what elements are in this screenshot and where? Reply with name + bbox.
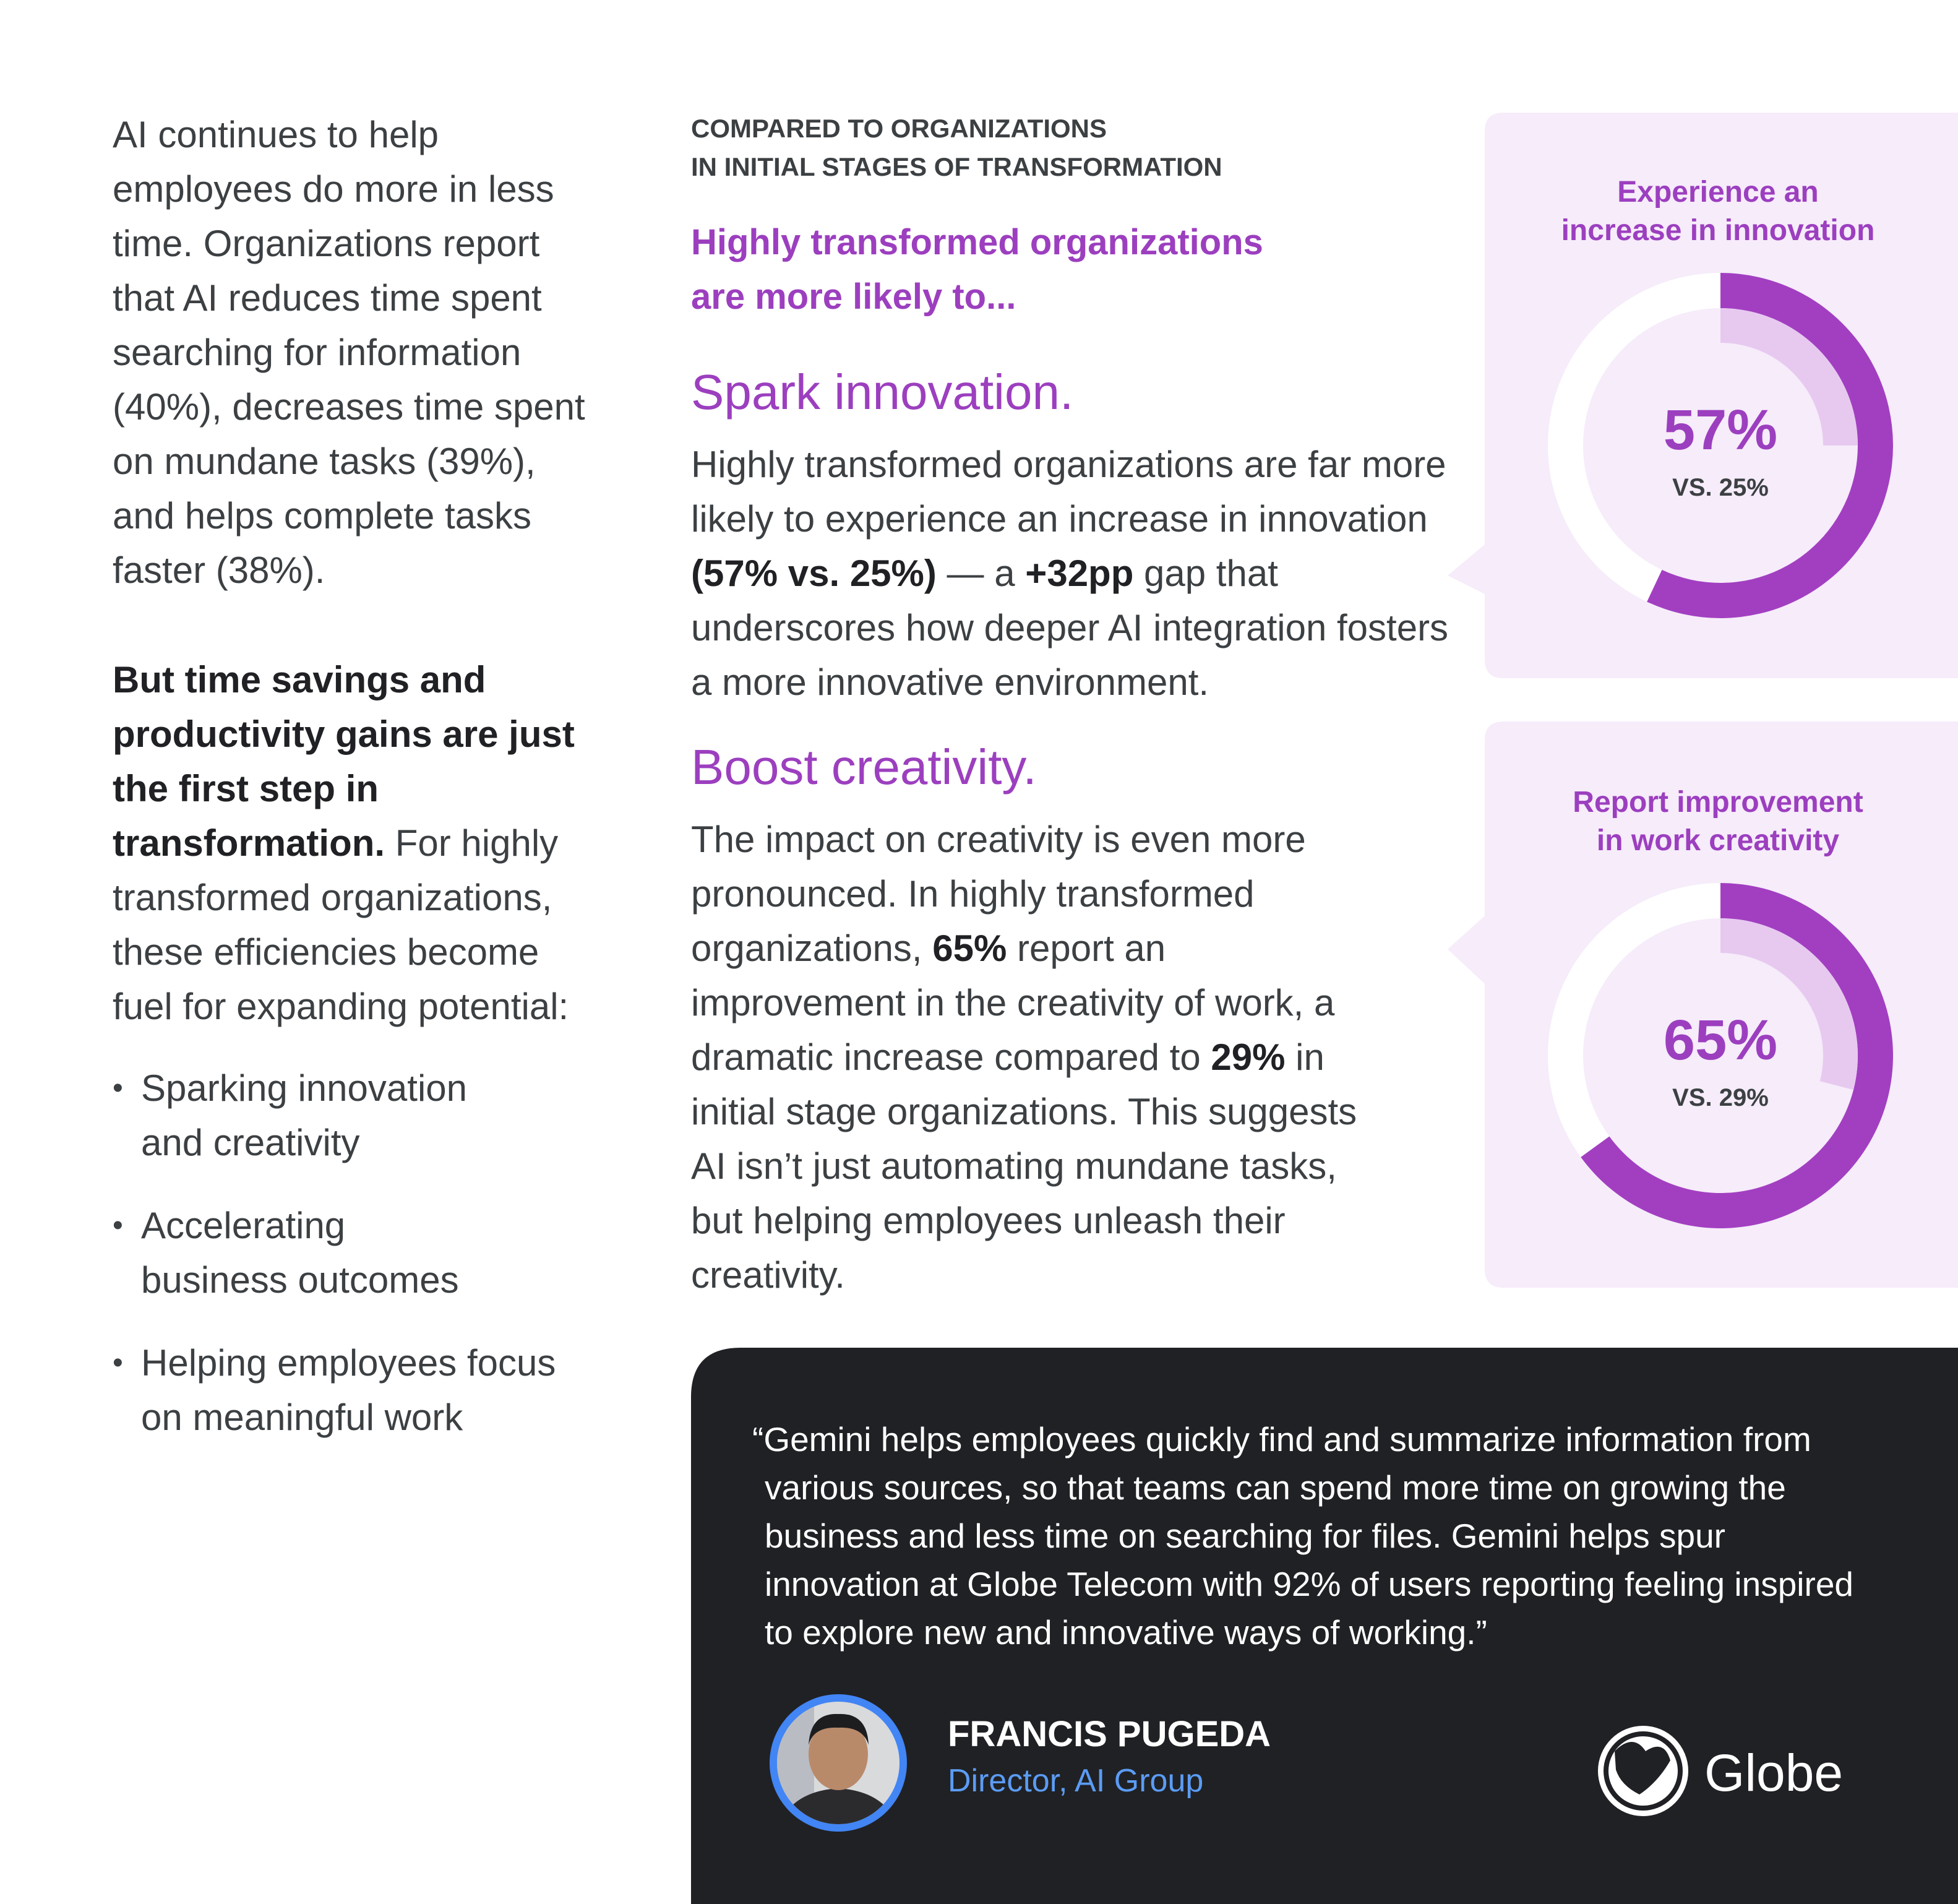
body-text: in initial stage organizations. This sug… xyxy=(691,1036,1357,1296)
bullet-text: and creativity xyxy=(141,1122,360,1163)
donut-title: in work creativity xyxy=(1596,824,1840,857)
quote-text: “Gemini helps employees quickly find and… xyxy=(752,1420,1853,1652)
donut-value: 57% xyxy=(1663,398,1778,462)
bullet-text: Sparking innovation xyxy=(141,1067,468,1109)
intro: AI continues to help employees do more i… xyxy=(113,114,585,591)
bullet-dot: • xyxy=(113,1346,123,1379)
avatar xyxy=(770,1694,907,1832)
quote-name: FRANCIS PUGEDA xyxy=(948,1714,1271,1754)
bullet-text: business outcomes xyxy=(141,1259,459,1301)
donut-baseline: VS. 29% xyxy=(1672,1084,1769,1111)
section-heading: Boost creativity. xyxy=(691,739,1037,795)
donut-value: 65% xyxy=(1663,1009,1778,1072)
bullet-text: Helping employees focus xyxy=(141,1342,556,1384)
body-text: report an improvement in the creativity … xyxy=(691,928,1335,1078)
body-text: (57% vs. 25%) xyxy=(691,553,937,594)
section-heading: Spark innovation. xyxy=(691,364,1074,420)
eyebrow: IN INITIAL STAGES OF TRANSFORMATION xyxy=(691,152,1222,181)
section-body: Highly transformed organizations are far… xyxy=(691,437,1458,710)
body-text: +32pp xyxy=(1025,553,1134,594)
bullet-dot: • xyxy=(113,1209,123,1242)
body-text: The impact on creativity is even more pr… xyxy=(691,819,1306,969)
emphasis: But time savings and productivity gains … xyxy=(113,659,575,864)
body-text: Highly transformed organizations are far… xyxy=(691,444,1446,540)
donut-baseline-arc xyxy=(1720,918,1858,1090)
donut-title: increase in innovation xyxy=(1561,214,1875,247)
bullet-dot: • xyxy=(113,1072,123,1105)
logo-icon xyxy=(1598,1726,1688,1816)
text: For highly transformed organizations, th… xyxy=(113,822,569,1027)
logo-text: Globe xyxy=(1704,1744,1844,1802)
body-text: 65% xyxy=(932,928,1007,969)
donut-arc xyxy=(1647,273,1893,618)
donut-hole xyxy=(1583,918,1858,1193)
donut-title: Report improvement xyxy=(1573,786,1863,819)
body-text: — a xyxy=(936,553,1026,594)
donut-baseline: VS. 25% xyxy=(1672,474,1769,501)
lead: are more likely to... xyxy=(691,277,1016,317)
paragraph: But time savings and productivity gains … xyxy=(113,653,608,1034)
quote-role: Director, AI Group xyxy=(948,1763,1204,1799)
bullet-text: on meaningful work xyxy=(141,1397,463,1438)
donut-title: Experience an xyxy=(1617,176,1819,209)
donut-hole xyxy=(1583,308,1858,583)
body-text: gap that underscores how deeper AI integ… xyxy=(691,553,1449,703)
section-body: The impact on creativity is even more pr… xyxy=(691,812,1372,1303)
eyebrow: COMPARED TO ORGANIZATIONS xyxy=(691,114,1107,143)
bullet-text: Accelerating xyxy=(141,1205,346,1246)
body-text: 29% xyxy=(1211,1036,1286,1078)
donut-baseline-arc xyxy=(1720,308,1858,446)
lead: Highly transformed organizations xyxy=(691,222,1263,262)
